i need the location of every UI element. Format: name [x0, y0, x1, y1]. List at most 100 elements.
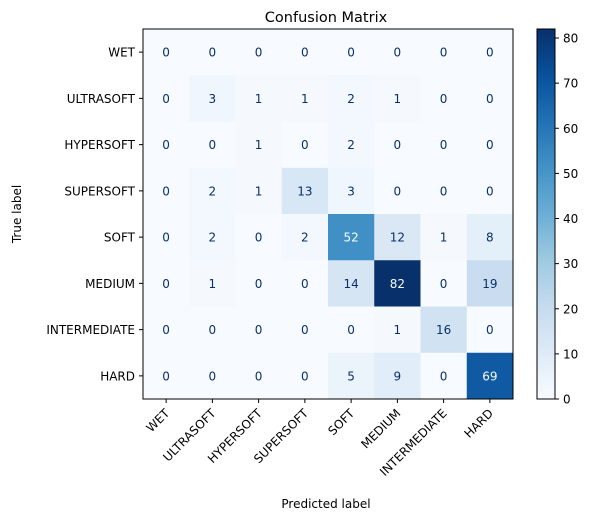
x-tick-label: HARD [461, 406, 496, 441]
heatmap-cell [189, 75, 236, 122]
cell-value-label: 0 [347, 323, 355, 337]
heatmap-cell [143, 260, 190, 307]
heatmap-cell [189, 214, 236, 261]
colorbar-tick-label: 40 [563, 212, 578, 226]
heatmap-cell [466, 306, 514, 354]
cell-value-label: 0 [486, 92, 494, 106]
cell-value-label: 0 [209, 323, 217, 337]
cell-value-label: 0 [162, 138, 170, 152]
heatmap-cell [328, 306, 375, 354]
heatmap-cell [235, 352, 283, 400]
y-tick-label: MEDIUM [85, 277, 135, 291]
heatmap-cells [143, 29, 514, 400]
y-axis-label: True label [10, 185, 24, 244]
heatmap-cell [420, 167, 468, 215]
heatmap-cell [189, 167, 236, 215]
cell-value-label: 9 [394, 369, 402, 383]
cell-value-label: 0 [255, 323, 263, 337]
heatmap-cell [328, 121, 375, 169]
heatmap-cell [420, 121, 468, 169]
cell-value-label: 0 [255, 46, 263, 60]
heatmap-cell [235, 214, 283, 261]
x-axis-label: Predicted label [281, 497, 370, 511]
colorbar-tick-label: 60 [563, 122, 578, 136]
cell-value-label: 0 [301, 369, 309, 383]
cell-value-label: 5 [347, 369, 355, 383]
cell-value-label: 1 [255, 138, 263, 152]
colorbar [536, 28, 556, 400]
cell-value-label: 0 [301, 277, 309, 291]
heatmap-cell [328, 352, 375, 400]
heatmap-cell [420, 214, 468, 261]
cell-value-label: 0 [301, 323, 309, 337]
cell-value-label: 0 [301, 46, 309, 60]
cell-value-label: 0 [162, 46, 170, 60]
cell-value-label: 1 [440, 231, 448, 245]
cell-value-label: 0 [162, 231, 170, 245]
x-tick-label: MEDIUM [358, 406, 403, 451]
heatmap-cell [143, 167, 190, 215]
cell-value-label: 19 [482, 277, 497, 291]
heatmap-cell [374, 352, 421, 400]
cell-value-label: 12 [390, 231, 405, 245]
cell-value-label: 1 [301, 92, 309, 106]
cell-value-label: 69 [482, 369, 497, 383]
heatmap-cell [374, 121, 421, 169]
heatmap-cell [189, 306, 236, 354]
cell-value-label: 0 [162, 92, 170, 106]
cell-value-label: 2 [209, 231, 217, 245]
cell-value-label: 52 [343, 231, 358, 245]
cell-value-label: 0 [162, 277, 170, 291]
cell-value-label: 1 [209, 277, 217, 291]
cell-value-label: 0 [440, 138, 448, 152]
cell-value-label: 0 [301, 138, 309, 152]
cell-value-label: 2 [347, 92, 355, 106]
heatmap-cell [143, 75, 190, 122]
cell-value-label: 0 [394, 46, 402, 60]
y-tick-label: SUPERSOFT [64, 184, 135, 198]
chart-title: Confusion Matrix [265, 10, 388, 26]
colorbar-tick-label: 70 [563, 77, 578, 91]
cell-value-label: 2 [301, 231, 309, 245]
cell-value-label: 0 [394, 138, 402, 152]
heatmap-cell [143, 352, 190, 400]
heatmap-cell [328, 214, 375, 261]
y-tick-label: INTERMEDIATE [46, 323, 135, 337]
heatmap-cell [328, 167, 375, 215]
cell-value-label: 0 [347, 46, 355, 60]
heatmap-cell [189, 29, 236, 76]
y-tick-label: ULTRASOFT [67, 92, 136, 106]
cell-value-label: 0 [486, 46, 494, 60]
colorbar-tick-label: 80 [563, 32, 578, 46]
heatmap-cell [420, 75, 468, 122]
cell-value-label: 1 [255, 184, 263, 198]
cell-value-label: 0 [255, 231, 263, 245]
colorbar-tick-label: 0 [563, 393, 571, 407]
heatmap-cell [374, 75, 421, 122]
heatmap-cell [143, 29, 190, 76]
heatmap-cell [235, 260, 283, 307]
cell-value-label: 2 [209, 184, 217, 198]
cell-value-label: 0 [440, 92, 448, 106]
cell-value-label: 0 [486, 323, 494, 337]
heatmap-cell [281, 352, 329, 400]
heatmap-cell [281, 306, 329, 354]
cell-value-label: 0 [440, 369, 448, 383]
heatmap-cell [420, 260, 468, 307]
y-axis-ticks: WET ULTRASOFT HYPERSOFT SUPERSOFT SOFT MEDIUM… [46, 46, 143, 383]
cell-value-label: 0 [440, 277, 448, 291]
cell-value-label: 82 [390, 277, 405, 291]
heatmap-cell [281, 29, 329, 76]
cell-value-label: 2 [347, 138, 355, 152]
heatmap-cell [281, 167, 329, 215]
heatmap-cell [420, 29, 468, 76]
cell-value-label: 1 [255, 92, 263, 106]
x-tick-label: WET [143, 406, 172, 435]
heatmap-cell [374, 306, 421, 354]
heatmap-cell-labels: 0 0 0 0 0 0 0 00 3 1 1 2 1 0 00 0 1 0 2 0 0 00 2 1 13 3 0 0 00 2 0 2 52 1… [162, 46, 497, 384]
heatmap-cell [189, 260, 236, 307]
colorbar-tick-label: 20 [563, 302, 578, 316]
heatmap-cell [235, 121, 283, 169]
cell-value-label: 0 [209, 46, 217, 60]
